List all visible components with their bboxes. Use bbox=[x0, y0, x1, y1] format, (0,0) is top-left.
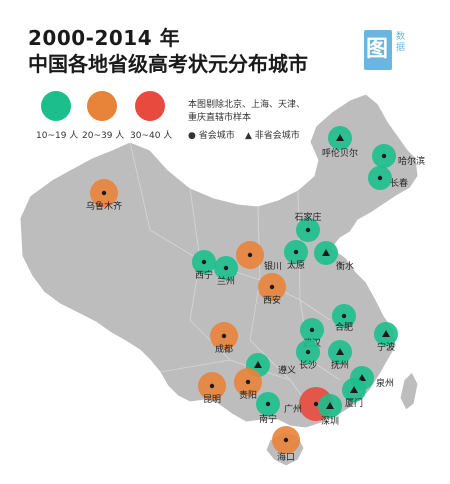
city-label: 昆明 bbox=[203, 394, 221, 405]
non-capital-marker bbox=[382, 330, 390, 337]
city-marker: 厦门 bbox=[342, 378, 366, 409]
logo-box: 图 bbox=[364, 30, 392, 70]
capital-marker bbox=[201, 259, 207, 265]
province-border bbox=[159, 359, 231, 373]
capital-marker bbox=[377, 175, 383, 181]
city-marker: 哈尔滨 bbox=[372, 144, 425, 168]
city-label: 海口 bbox=[277, 451, 295, 463]
city-label: 西安 bbox=[263, 294, 281, 306]
city-marker: 银川 bbox=[236, 241, 282, 272]
city-label: 长沙 bbox=[299, 359, 317, 371]
city-marker: 衡水 bbox=[314, 241, 354, 272]
city-marker: 合肥 bbox=[332, 304, 356, 333]
city-marker: 成都 bbox=[210, 322, 238, 355]
city-marker: 深圳 bbox=[318, 394, 342, 427]
city-label: 衡水 bbox=[336, 260, 354, 272]
city-marker: 宁波 bbox=[374, 322, 398, 353]
city-marker: 昆明 bbox=[198, 372, 226, 405]
non-capital-marker bbox=[322, 249, 330, 256]
capital-marker bbox=[283, 437, 289, 443]
city-label: 广州 bbox=[284, 403, 302, 415]
non-capital-marker bbox=[336, 134, 344, 141]
non-capital-marker bbox=[336, 348, 344, 355]
legend-label-green: 10~19 人 bbox=[36, 131, 79, 141]
city-marker: 石家庄 bbox=[294, 211, 322, 242]
capital-marker bbox=[341, 313, 347, 319]
legend-label-orange: 20~39 人 bbox=[82, 131, 125, 141]
city-marker: 兰州 bbox=[214, 256, 238, 287]
legend-note-line-1: 本图剔除北京、上海、天津、 bbox=[188, 100, 306, 110]
legend-note-line-2: 重庆直辖市样本 bbox=[188, 113, 252, 123]
capital-marker bbox=[265, 401, 271, 407]
city-label: 成都 bbox=[215, 343, 233, 355]
city-label: 深圳 bbox=[321, 416, 339, 427]
logo-text: 数据 bbox=[396, 32, 406, 53]
capital-marker bbox=[269, 284, 275, 290]
legend-dot-red bbox=[135, 91, 165, 121]
city-label: 乌鲁木齐 bbox=[86, 200, 122, 212]
city-label: 宁波 bbox=[377, 341, 395, 353]
city-marker: 南宁 bbox=[256, 392, 280, 425]
province-border bbox=[129, 141, 201, 261]
capital-marker bbox=[309, 327, 315, 333]
legend-dots bbox=[41, 91, 165, 121]
taiwan-island-shape bbox=[399, 371, 419, 411]
legend-dot-orange bbox=[87, 91, 117, 121]
logo: 图 数据 bbox=[364, 30, 414, 76]
city-label: 抚州 bbox=[331, 359, 349, 371]
non-capital-marker bbox=[350, 386, 358, 393]
city-label: 长春 bbox=[390, 177, 408, 189]
city-label: 西宁 bbox=[195, 269, 213, 281]
city-marker: 长春 bbox=[368, 166, 408, 190]
city-marker: 乌鲁木齐 bbox=[86, 179, 122, 212]
city-label: 石家庄 bbox=[294, 211, 321, 223]
non-capital-marker bbox=[358, 374, 366, 381]
city-label: 哈尔滨 bbox=[398, 155, 425, 167]
city-marker: 西安 bbox=[258, 273, 286, 306]
legend-label-red: 30~40 人 bbox=[130, 131, 173, 141]
title-line-2: 中国各地省级高考状元分布城市 bbox=[28, 52, 308, 76]
capital-marker bbox=[381, 153, 387, 159]
legend-non-capital: ▲ 非省会城市 bbox=[245, 131, 300, 141]
city-marker: 长沙 bbox=[296, 340, 320, 371]
city-layer: 呼伦贝尔哈尔滨长春乌鲁木齐石家庄太原衡水银川西宁兰州西安合肥宁波武汉成都遵义长沙… bbox=[86, 126, 425, 463]
city-marker: 太原 bbox=[284, 240, 308, 271]
city-label: 贵阳 bbox=[239, 389, 257, 401]
title-line-1: 2000-2014 年 bbox=[28, 26, 181, 50]
city-marker: 抚州 bbox=[328, 340, 352, 371]
city-label: 合肥 bbox=[335, 321, 353, 333]
city-label: 太原 bbox=[287, 259, 305, 271]
capital-marker bbox=[293, 249, 299, 255]
city-label: 兰州 bbox=[217, 275, 235, 287]
legend-note: 本图剔除北京、上海、天津、 重庆直辖市样本 bbox=[188, 99, 305, 125]
non-capital-marker bbox=[326, 402, 334, 409]
legend-dot-green bbox=[41, 91, 71, 121]
city-label: 南宁 bbox=[259, 413, 277, 425]
city-marker: 呼伦贝尔 bbox=[322, 126, 358, 159]
capital-marker bbox=[305, 349, 311, 355]
city-label: 遵义 bbox=[278, 364, 296, 376]
capital-marker bbox=[305, 227, 311, 233]
city-marker: 贵阳 bbox=[234, 368, 262, 401]
city-marker: 西宁 bbox=[192, 250, 216, 281]
city-marker: 海口 bbox=[272, 426, 300, 463]
capital-marker bbox=[247, 252, 253, 258]
capital-marker bbox=[209, 383, 215, 389]
capital-marker bbox=[313, 401, 319, 407]
city-label: 银川 bbox=[264, 260, 282, 272]
city-label: 呼伦贝尔 bbox=[322, 147, 358, 159]
legend-capital: ● 省会城市 bbox=[188, 131, 235, 141]
city-label: 泉州 bbox=[376, 377, 394, 389]
capital-marker bbox=[101, 190, 107, 196]
capital-marker bbox=[223, 265, 229, 271]
capital-marker bbox=[245, 379, 251, 385]
capital-marker bbox=[221, 333, 227, 339]
province-border bbox=[249, 279, 291, 381]
city-label: 厦门 bbox=[345, 397, 363, 409]
non-capital-marker bbox=[254, 361, 262, 368]
logo-mark: 图 bbox=[366, 37, 389, 62]
